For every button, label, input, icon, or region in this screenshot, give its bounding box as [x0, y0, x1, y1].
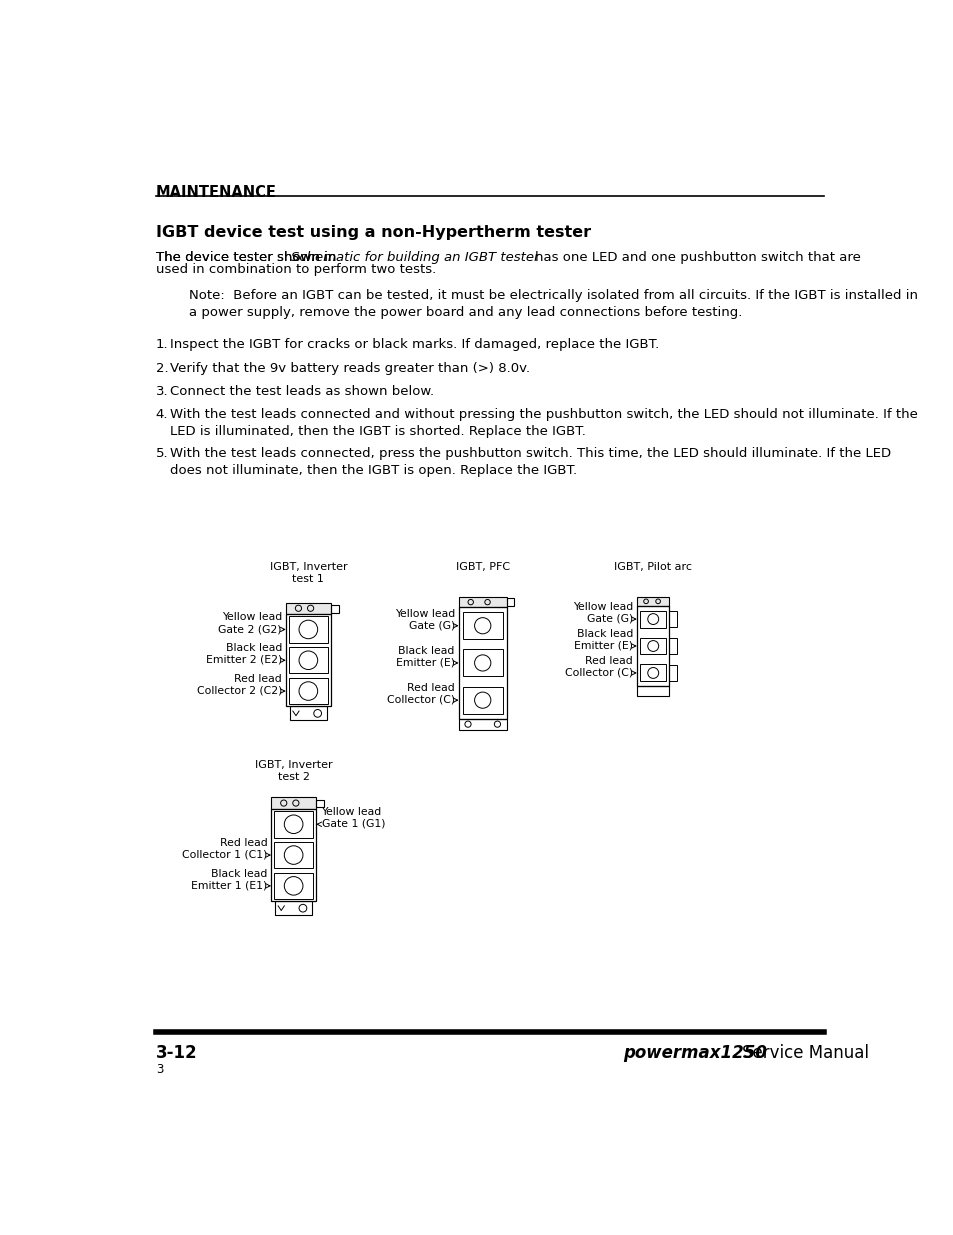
- Text: Black lead
Emitter (E): Black lead Emitter (E): [574, 629, 633, 651]
- Bar: [289, 678, 328, 704]
- Bar: [271, 809, 315, 902]
- Text: Yellow lead
Gate 1 (G1): Yellow lead Gate 1 (G1): [321, 808, 385, 829]
- Bar: [669, 666, 677, 680]
- Bar: [274, 873, 313, 899]
- Bar: [462, 687, 502, 714]
- Bar: [639, 637, 666, 655]
- Text: Yellow lead
Gate 2 (G2): Yellow lead Gate 2 (G2): [218, 613, 282, 634]
- Text: Black lead
Emitter (E): Black lead Emitter (E): [395, 646, 455, 668]
- Text: Black lead
Emitter 2 (E2): Black lead Emitter 2 (E2): [206, 643, 282, 664]
- Bar: [637, 605, 669, 687]
- Text: Yellow lead
Gate (G): Yellow lead Gate (G): [395, 609, 455, 630]
- Text: With the test leads connected and without pressing the pushbutton switch, the LE: With the test leads connected and withou…: [170, 408, 917, 437]
- Text: 3: 3: [155, 1063, 163, 1076]
- Text: Red lead
Collector 1 (C1): Red lead Collector 1 (C1): [182, 839, 267, 860]
- Text: 2.: 2.: [155, 362, 168, 375]
- Text: has one LED and one pushbutton switch that are: has one LED and one pushbutton switch th…: [534, 251, 860, 263]
- Text: 3-12: 3-12: [155, 1044, 197, 1062]
- Bar: [462, 613, 502, 640]
- Text: Yellow lead
Gate (G): Yellow lead Gate (G): [572, 603, 633, 624]
- Text: 1.: 1.: [155, 338, 168, 352]
- Bar: [669, 611, 677, 626]
- Bar: [274, 902, 312, 915]
- Bar: [271, 798, 315, 809]
- Bar: [290, 706, 327, 720]
- Bar: [637, 597, 669, 605]
- Text: IGBT device test using a non-Hypertherm tester: IGBT device test using a non-Hypertherm …: [155, 225, 590, 240]
- Bar: [637, 687, 669, 695]
- Bar: [289, 616, 328, 642]
- Bar: [506, 598, 513, 606]
- Bar: [458, 719, 506, 730]
- Text: Inspect the IGBT for cracks or black marks. If damaged, replace the IGBT.: Inspect the IGBT for cracks or black mar…: [170, 338, 659, 352]
- Text: Verify that the 9v battery reads greater than (>) 8.0v.: Verify that the 9v battery reads greater…: [170, 362, 529, 375]
- Bar: [289, 647, 328, 673]
- Text: IGBT, PFC: IGBT, PFC: [456, 562, 509, 573]
- Bar: [315, 799, 323, 808]
- Bar: [331, 605, 338, 613]
- Bar: [286, 614, 331, 706]
- Text: Note:  Before an IGBT can be tested, it must be electrically isolated from all c: Note: Before an IGBT can be tested, it m…: [189, 289, 917, 319]
- Bar: [458, 597, 506, 608]
- Text: Red lead
Collector 2 (C2): Red lead Collector 2 (C2): [196, 674, 282, 695]
- Bar: [669, 638, 677, 653]
- Text: 5.: 5.: [155, 447, 168, 459]
- Bar: [639, 664, 666, 682]
- Bar: [462, 650, 502, 677]
- Text: IGBT, Pilot arc: IGBT, Pilot arc: [614, 562, 692, 573]
- Text: powermax1250: powermax1250: [622, 1044, 766, 1062]
- Bar: [274, 811, 313, 837]
- Text: Service Manual: Service Manual: [740, 1044, 867, 1062]
- Text: Red lead
Collector (C): Red lead Collector (C): [386, 683, 455, 705]
- Text: Schematic for building an IGBT tester: Schematic for building an IGBT tester: [291, 251, 539, 263]
- Text: The device tester shown in: The device tester shown in: [155, 251, 340, 263]
- Text: The device tester shown in: The device tester shown in: [155, 251, 340, 263]
- Bar: [286, 603, 331, 614]
- Text: used in combination to perform two tests.: used in combination to perform two tests…: [155, 263, 436, 275]
- Text: Black lead
Emitter 1 (E1): Black lead Emitter 1 (E1): [191, 869, 267, 890]
- Bar: [639, 610, 666, 627]
- Bar: [274, 842, 313, 868]
- Text: MAINTENANCE: MAINTENANCE: [155, 185, 276, 200]
- Text: Connect the test leads as shown below.: Connect the test leads as shown below.: [170, 385, 434, 399]
- Text: IGBT, Inverter
test 1: IGBT, Inverter test 1: [270, 562, 347, 584]
- Text: IGBT, Inverter
test 2: IGBT, Inverter test 2: [254, 761, 332, 782]
- Bar: [458, 608, 506, 719]
- Text: 4.: 4.: [155, 408, 168, 421]
- Text: Red lead
Collector (C): Red lead Collector (C): [564, 656, 633, 678]
- Text: The device tester shown in ​Schematic for building an IGBT tester​has one LED an: The device tester shown in ​Schematic fo…: [155, 251, 916, 263]
- Text: 3.: 3.: [155, 385, 168, 399]
- Text: With the test leads connected, press the pushbutton switch. This time, the LED s: With the test leads connected, press the…: [170, 447, 890, 477]
